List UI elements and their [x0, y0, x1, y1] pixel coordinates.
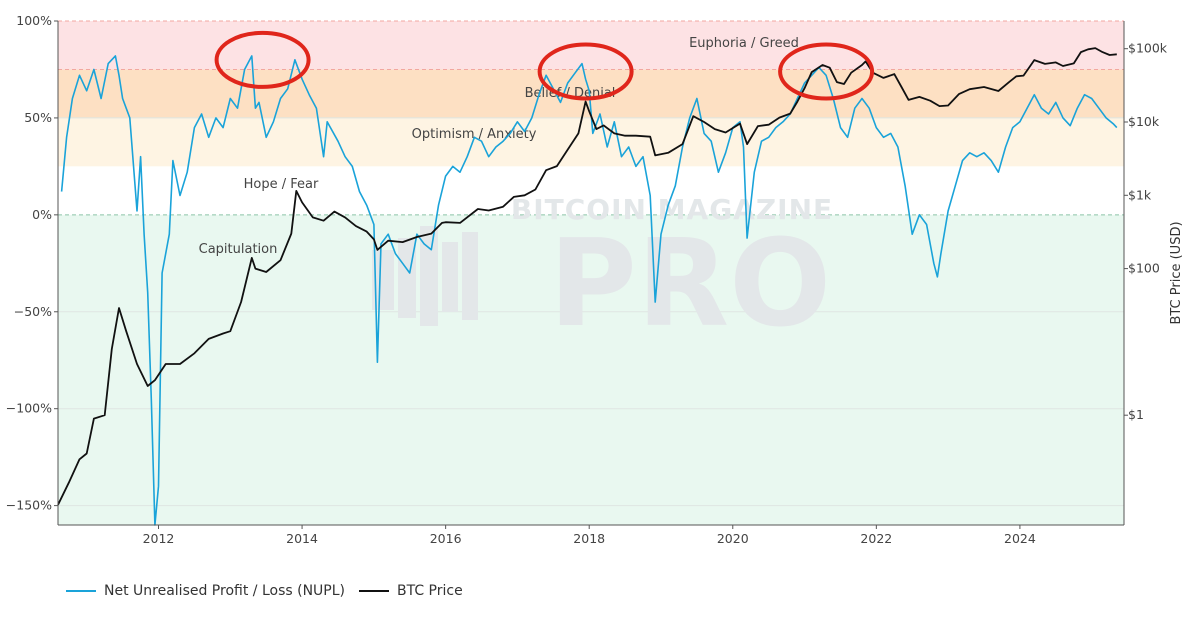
watermark-bar-2 [420, 226, 438, 326]
y-right-tick-label-1: $10k [1128, 114, 1160, 129]
legend-item-btc-price[interactable]: BTC Price [359, 583, 463, 599]
y-right-tick-label-0: $100k [1128, 41, 1168, 56]
y-right-tick-label-3: $100 [1128, 261, 1160, 276]
x-tick-label-2: 2016 [430, 531, 462, 546]
zone-label-3: Hope / Fear [244, 177, 319, 192]
x-tick-label-1: 2014 [286, 531, 318, 546]
series-line-btc-price [57, 47, 1117, 506]
legend-swatch-nupl [66, 590, 96, 592]
zone-band-2 [58, 117, 1124, 167]
y-left-tick-label-4: −100% [6, 401, 52, 416]
zone-band-3 [58, 166, 1124, 215]
x-tick-label-5: 2022 [860, 531, 892, 546]
legend-label-btc-price: BTC Price [397, 583, 463, 599]
sentiment-zones [58, 20, 1124, 525]
y-left-tick-label-1: 50% [24, 110, 52, 125]
watermark-line2: PRO [549, 215, 831, 354]
highlight-circle-0 [214, 30, 311, 89]
y-left-tick-label-3: −50% [14, 304, 52, 319]
highlight-circle-2 [778, 42, 875, 101]
watermark-bar-3 [442, 242, 458, 312]
y-right-axis-title: BTC Price (USD) [1169, 221, 1184, 324]
watermark-bar-1 [398, 238, 416, 318]
series-line-nupl [60, 55, 1118, 526]
axes: 100% 50% 0% −50% −100% −150% $100k $10k $1k $100 $… [6, 13, 1184, 546]
series-lines [57, 47, 1118, 526]
x-tick-label-6: 2024 [1004, 531, 1036, 546]
highlight-circles [214, 30, 875, 101]
y-right-tick-label-2: $1k [1128, 187, 1152, 202]
legend-item-nupl[interactable]: Net Unrealised Profit / Loss (NUPL) [66, 583, 345, 599]
y-left-tick-label-0: 100% [16, 13, 52, 28]
highlight-circle-1 [537, 42, 634, 101]
legend: Net Unrealised Profit / Loss (NUPL) BTC … [66, 583, 477, 599]
zone-label-0: Euphoria / Greed [689, 36, 799, 51]
y-left-tick-label-5: −150% [6, 498, 52, 513]
legend-swatch-btc-price [359, 590, 389, 592]
y-right-tick-label-4: $1 [1128, 407, 1144, 422]
x-tick-label-0: 2012 [143, 531, 175, 546]
watermark-bar-4 [462, 232, 478, 320]
legend-label-nupl: Net Unrealised Profit / Loss (NUPL) [104, 583, 345, 599]
watermark-bar-0 [372, 250, 394, 310]
zone-band-4 [58, 214, 1124, 525]
x-tick-label-4: 2020 [717, 531, 749, 546]
y-left-tick-label-2: 0% [32, 207, 52, 222]
x-tick-label-3: 2018 [573, 531, 605, 546]
zone-label-4: Capitulation [199, 242, 278, 257]
